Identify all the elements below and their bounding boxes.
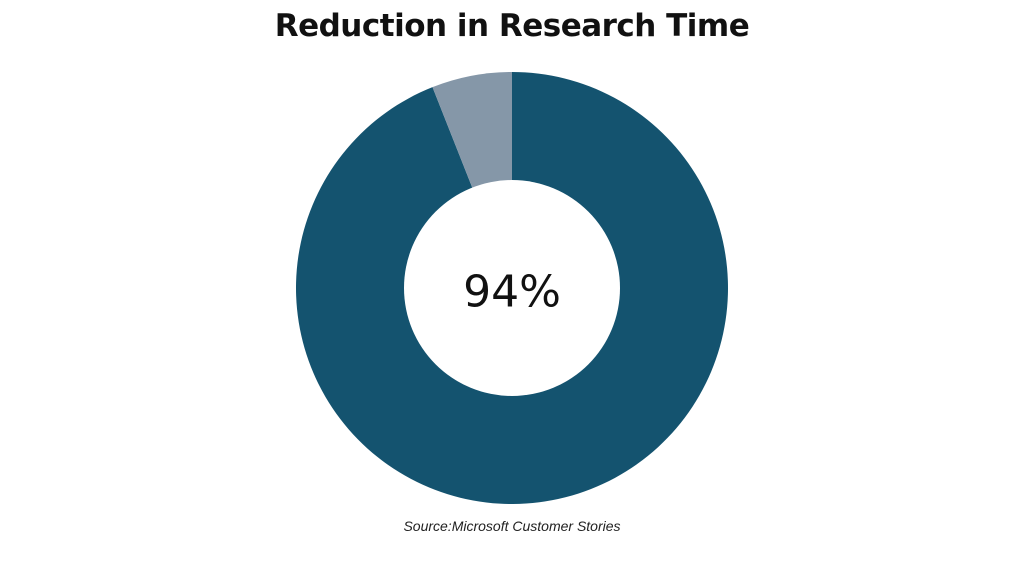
- center-value-label: 94%: [463, 267, 561, 318]
- donut-hole: [404, 180, 620, 396]
- chart-title: Reduction in Research Time: [274, 8, 750, 44]
- source-note: Source:Microsoft Customer Stories: [403, 518, 621, 534]
